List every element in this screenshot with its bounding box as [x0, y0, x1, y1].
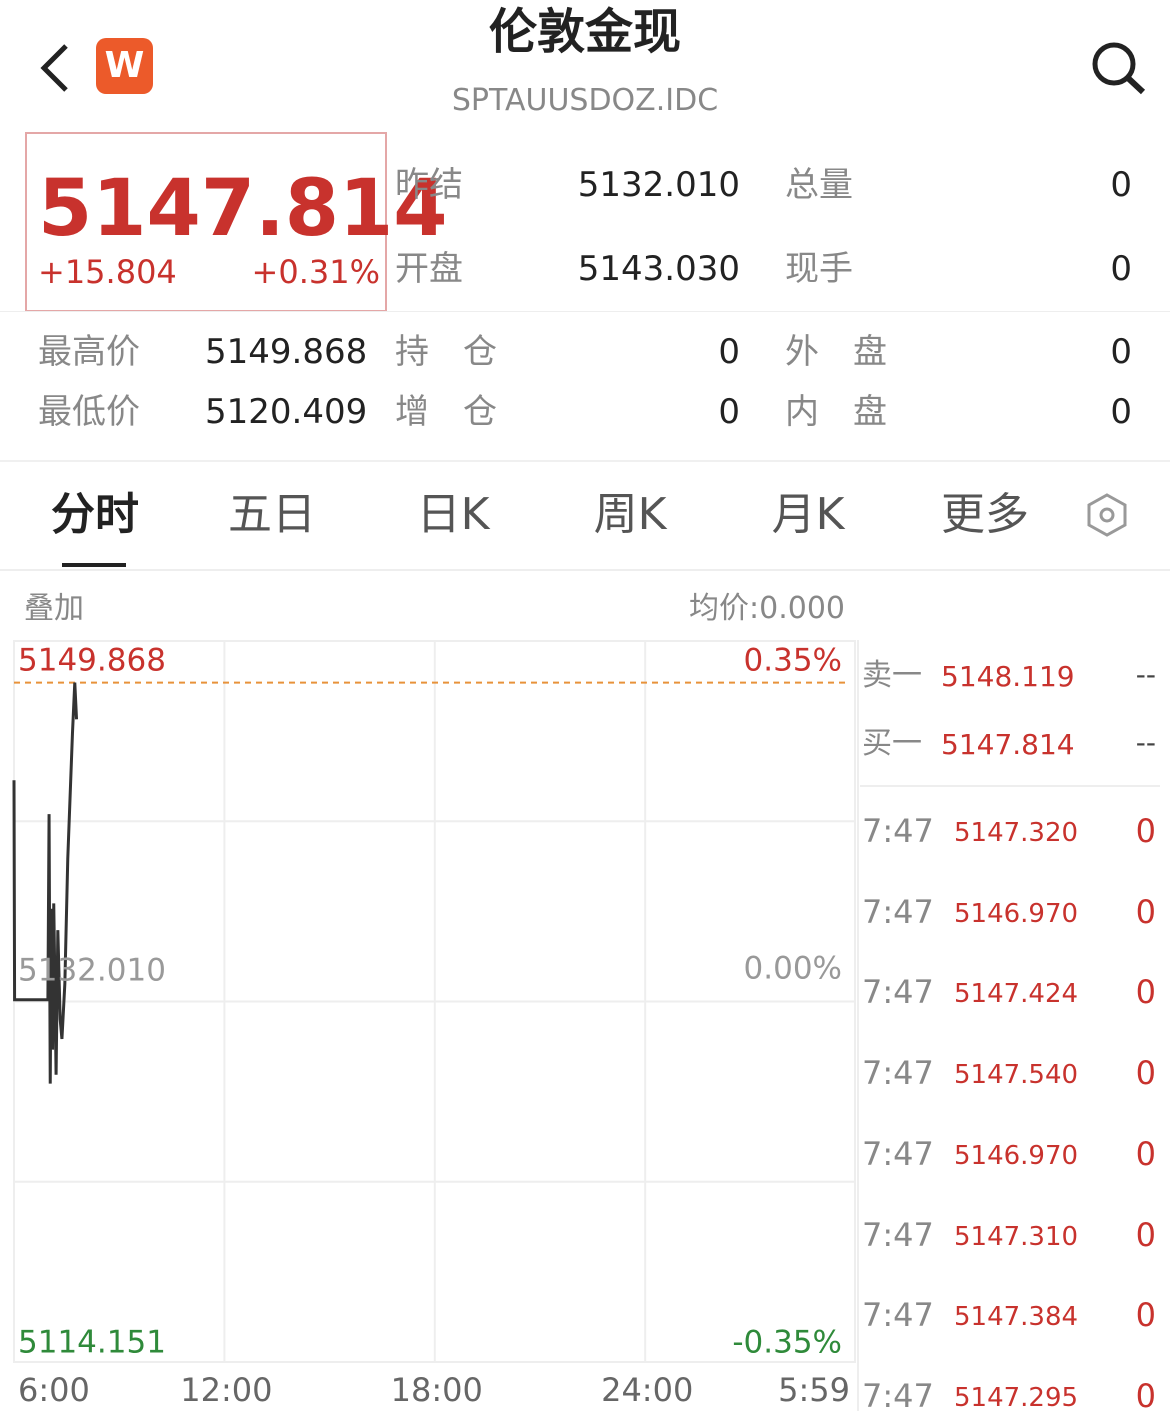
stat-label: 最低价	[38, 392, 140, 432]
tab[interactable]: 五日	[228, 489, 316, 540]
tab[interactable]: 月K	[771, 489, 845, 540]
y-tick-label: 5149.868	[18, 643, 166, 679]
y2-tick-label: 0.35%	[744, 643, 842, 679]
price-line	[12, 682, 79, 1084]
stat-label: 昨结	[395, 165, 463, 205]
trade-volume: 0	[1135, 812, 1156, 850]
change: +15.804	[38, 253, 177, 291]
trade-time: 7:47	[862, 973, 934, 1012]
trade-time: 7:47	[862, 892, 934, 931]
y2-tick-label: 0.00%	[744, 951, 842, 987]
stat-label: 持 仓	[395, 332, 497, 372]
trade-time: 7:47	[862, 812, 934, 850]
stat-label: 内 盘	[785, 392, 887, 432]
stat-value: 0	[1110, 392, 1132, 432]
x-tick-label: 6:00	[18, 1371, 90, 1409]
title: 伦敦金现	[488, 4, 681, 60]
trade-time: 7:47	[862, 1376, 934, 1415]
trade-volume: 0	[1135, 1134, 1156, 1173]
x-tick-label: 5:59	[778, 1371, 850, 1409]
trade-price: 5147.310	[954, 1221, 1079, 1252]
settings-button[interactable]	[1084, 492, 1130, 538]
trade-time: 7:47	[862, 1215, 934, 1254]
divider	[0, 569, 1170, 571]
stat-label: 开盘	[395, 249, 463, 289]
trade-price: 5147.424	[954, 979, 1079, 1010]
trade-volume: 0	[1135, 1215, 1156, 1254]
divider	[0, 311, 1170, 312]
stat-value: 5149.868	[205, 332, 368, 372]
y-tick-label: 5114.151	[18, 1325, 166, 1361]
stat-label: 现手	[785, 249, 853, 289]
overlay-button[interactable]: 叠加	[24, 591, 84, 626]
stat-value: 0	[718, 332, 740, 372]
x-tick-label: 12:00	[180, 1371, 272, 1409]
trade-volume: 0	[1135, 973, 1156, 1012]
y-tick-label: 5132.010	[18, 953, 166, 989]
book-label: 卖一	[862, 658, 922, 693]
book-label: 买一	[862, 726, 922, 761]
trade-price: 5146.970	[954, 1140, 1079, 1171]
last-price: 5147.814	[38, 164, 448, 254]
tab[interactable]: 日K	[416, 489, 490, 540]
stat-label: 总量	[785, 165, 853, 205]
avg-price: 均价:0.000	[689, 591, 845, 626]
stat-value: 5120.409	[205, 392, 368, 432]
stat-value: 5132.010	[577, 165, 740, 205]
side-divider	[860, 785, 1160, 787]
y2-tick-label: -0.35%	[732, 1325, 842, 1361]
trade-volume: 0	[1135, 1296, 1156, 1335]
trade-volume: 0	[1135, 1376, 1156, 1415]
trade-volume: 0	[1135, 892, 1156, 931]
trade-price: 5147.384	[954, 1302, 1079, 1333]
tab[interactable]: 更多	[941, 489, 1029, 540]
stat-label: 外 盘	[785, 332, 887, 372]
tab[interactable]: 周K	[593, 489, 667, 540]
side-divider	[857, 640, 859, 1411]
trade-time: 7:47	[862, 1054, 934, 1093]
app-logo[interactable]: W	[96, 38, 153, 94]
trade-time: 7:47	[862, 1296, 934, 1335]
trade-volume: 0	[1135, 1054, 1156, 1093]
x-tick-label: 18:00	[391, 1371, 483, 1409]
stat-label: 增 仓	[395, 392, 497, 432]
divider	[0, 460, 1170, 462]
stat-value: 0	[1110, 249, 1132, 289]
trade-price: 5147.540	[954, 1060, 1079, 1091]
stat-value: 0	[1110, 165, 1132, 205]
trade-price: 5146.970	[954, 898, 1079, 929]
stat-value: 5143.030	[577, 249, 740, 289]
stat-label: 最高价	[38, 332, 140, 372]
tab[interactable]: 分时	[51, 489, 139, 540]
subtitle: SPTAUUSDOZ.IDC	[451, 83, 719, 118]
book-price: 5147.814	[941, 728, 1075, 761]
book-price: 5148.119	[941, 660, 1075, 693]
intraday-chart: 5149.868 0.35% 5132.010 0.00% 5114.151 -0.35%…	[12, 640, 856, 1409]
stat-value: 0	[718, 392, 740, 432]
trade-price: 5147.295	[954, 1382, 1079, 1413]
book-volume: --	[1135, 658, 1156, 691]
tab-indicator	[62, 563, 126, 567]
trade-time: 7:47	[862, 1134, 934, 1173]
back-button[interactable]	[36, 42, 76, 94]
book-volume: --	[1135, 726, 1156, 759]
search-button[interactable]	[1088, 38, 1148, 96]
stat-value: 0	[1110, 332, 1132, 372]
change-pct: +0.31%	[251, 253, 380, 291]
x-tick-label: 24:00	[601, 1371, 693, 1409]
trade-price: 5147.320	[954, 818, 1079, 848]
